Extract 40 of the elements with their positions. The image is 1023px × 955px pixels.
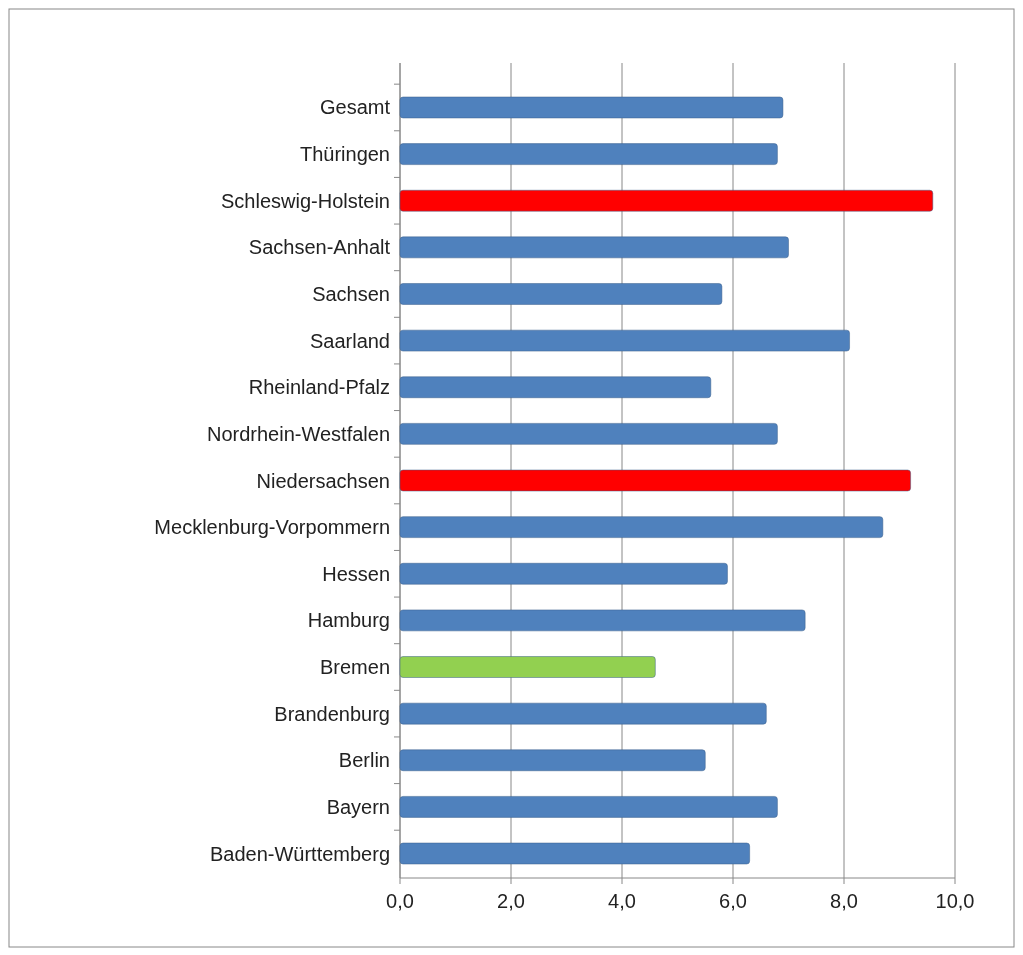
y-tick-label: Rheinland-Pfalz <box>248 376 390 399</box>
bar <box>399 749 706 772</box>
bar <box>399 236 789 259</box>
y-tick-label: Schleswig-Holstein <box>221 189 390 212</box>
y-tick-label: Niedersachsen <box>256 469 390 492</box>
y-tick-label: Hamburg <box>307 609 390 632</box>
bar <box>399 376 712 398</box>
y-tick-label: Nordrhein-Westfalen <box>206 422 390 445</box>
y-tick-label: Thüringen <box>299 143 390 166</box>
y-tick-label: Brandenburg <box>274 702 390 725</box>
y-tick-label: Bayern <box>326 795 390 818</box>
bar <box>399 283 723 305</box>
bar <box>399 469 911 492</box>
bar <box>399 96 784 119</box>
bar <box>399 656 656 678</box>
bar <box>399 143 778 165</box>
bar <box>399 516 884 538</box>
y-tick-label: Bremen <box>319 656 390 679</box>
y-tick-label: Saarland <box>309 329 390 352</box>
y-tick-label: Sachsen <box>312 282 390 305</box>
y-tick-label: Baden-Württemberg <box>209 842 390 865</box>
bar <box>399 189 934 212</box>
bar <box>399 796 778 818</box>
y-tick-label: Berlin <box>338 749 390 772</box>
y-tick-label: Mecklenburg-Vorpommern <box>154 516 390 539</box>
x-tick-label: 0,0 <box>386 890 414 912</box>
bar <box>399 563 728 585</box>
y-tick-label: Hessen <box>322 562 390 585</box>
bar <box>399 609 806 632</box>
bar <box>399 842 750 865</box>
bar <box>399 329 850 352</box>
bar <box>399 702 767 725</box>
x-tick-label: 2,0 <box>497 890 525 912</box>
y-tick-label: Gesamt <box>319 96 391 119</box>
bar <box>399 423 778 445</box>
x-tick-label: 4,0 <box>608 890 636 912</box>
y-tick-label: Sachsen-Anhalt <box>248 236 391 259</box>
x-tick-label: 6,0 <box>719 890 747 912</box>
x-tick-label: 8,0 <box>830 890 858 912</box>
x-tick-label: 10,0 <box>935 890 975 912</box>
